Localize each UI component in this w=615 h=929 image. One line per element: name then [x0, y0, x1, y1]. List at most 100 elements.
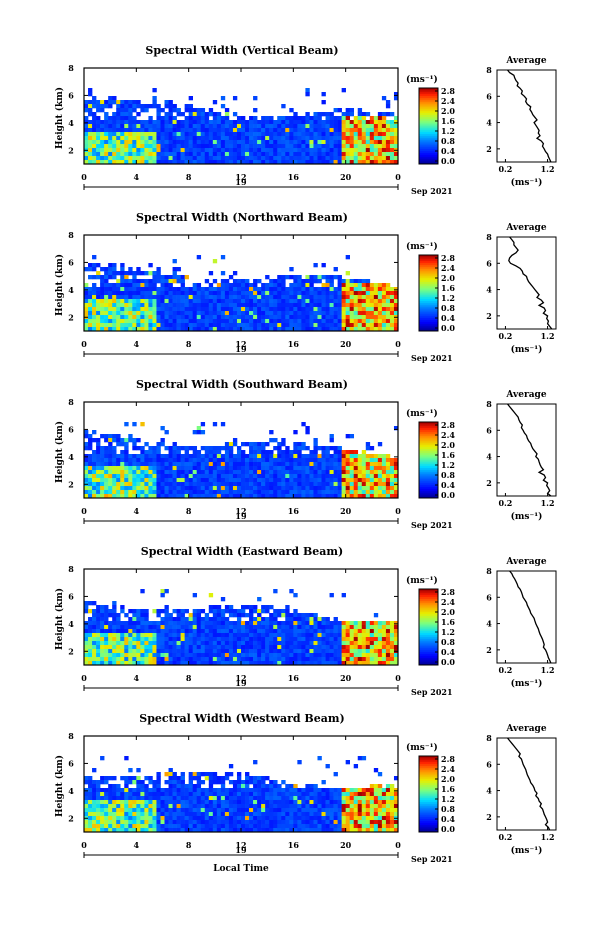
heatmap-cell — [265, 661, 270, 666]
panel-title: Spectral Width (Southward Beam) — [136, 378, 348, 391]
heatmap-cell — [208, 470, 214, 475]
heatmap-cell — [172, 315, 177, 320]
heatmap-cell — [273, 291, 278, 296]
heatmap-cell — [184, 275, 189, 280]
heatmap-cell — [88, 104, 93, 109]
heatmap-cell — [393, 140, 399, 145]
heatmap-cell — [365, 482, 371, 487]
heatmap-cell — [277, 291, 282, 296]
heatmap-cell — [84, 653, 89, 658]
heatmap-cell — [92, 768, 97, 773]
heatmap-cell — [200, 470, 206, 475]
heatmap-cell — [188, 287, 193, 292]
heatmap-cell — [345, 661, 350, 666]
heatmap-cell — [377, 625, 383, 630]
heatmap-cell — [301, 442, 306, 447]
heatmap-cell — [112, 136, 117, 141]
heatmap-cell — [333, 128, 338, 133]
heatmap-cell — [204, 613, 210, 618]
colorbar-segment — [419, 116, 438, 119]
heatmap-cell — [273, 470, 278, 475]
heatmap-cell — [104, 824, 109, 829]
heatmap-cell — [120, 291, 125, 296]
heatmap-cell — [124, 653, 129, 658]
heatmap-cell — [321, 490, 326, 495]
heatmap-cell — [132, 816, 137, 821]
heatmap-cell — [200, 645, 206, 650]
heatmap-cell — [373, 649, 379, 654]
heatmap-cell — [325, 490, 330, 495]
heatmap-cell — [96, 315, 101, 320]
heatmap-cell — [341, 649, 346, 654]
heatmap-cell — [128, 323, 133, 328]
heatmap-cell — [156, 657, 161, 662]
heatmap-cell — [196, 426, 202, 431]
colorbar-segment — [419, 139, 438, 142]
heatmap-cell — [164, 474, 169, 479]
heatmap-cell — [377, 486, 383, 491]
heatmap-cell — [96, 299, 101, 304]
heatmap-cell — [132, 148, 137, 153]
heatmap-cell — [160, 788, 165, 793]
heatmap-cell — [128, 156, 133, 161]
heatmap-cell — [249, 315, 254, 320]
heatmap-cell — [297, 323, 302, 328]
heatmap-cell — [381, 621, 387, 626]
heatmap-cell — [148, 494, 153, 499]
heatmap-cell — [88, 144, 93, 149]
heatmap-cell — [136, 100, 141, 105]
heatmap-cell — [136, 323, 141, 328]
heatmap-cell — [176, 120, 181, 125]
heatmap-cell — [321, 311, 326, 316]
heatmap-cell — [192, 470, 198, 475]
heatmap-cell — [208, 490, 214, 495]
heatmap-cell — [152, 303, 157, 308]
heatmap-cell — [96, 271, 101, 276]
heatmap-cell — [333, 617, 338, 622]
heatmap-cell — [156, 128, 161, 133]
heatmap-cell — [192, 454, 198, 459]
heatmap-cell — [273, 454, 278, 459]
heatmap-cell — [200, 641, 206, 646]
heatmap-cell — [253, 621, 258, 626]
heatmap-cell — [261, 462, 266, 467]
heatmap-cell — [253, 160, 258, 165]
average-x-tick-label: 1.2 — [541, 331, 555, 341]
heatmap-cell — [277, 279, 282, 284]
colorbar-segment — [419, 141, 438, 144]
heatmap-cell — [349, 454, 355, 459]
heatmap-cell — [120, 649, 125, 654]
heatmap-cell — [88, 486, 93, 491]
heatmap-cell — [176, 454, 181, 459]
heatmap-cell — [245, 490, 250, 495]
heatmap-cell — [228, 490, 234, 495]
heatmap-cell — [249, 641, 254, 646]
heatmap-cell — [208, 319, 214, 324]
heatmap-cell — [116, 271, 121, 276]
heatmap-cell — [220, 283, 226, 288]
average-y-tick-label: 4 — [486, 285, 492, 295]
average-title: Average — [505, 557, 546, 567]
heatmap-cell — [116, 482, 121, 487]
heatmap-cell — [293, 641, 298, 646]
heatmap-cell — [140, 645, 145, 650]
heatmap-cell — [381, 291, 387, 296]
heatmap-cell — [180, 661, 185, 666]
heatmap-cell — [116, 434, 121, 439]
heatmap-cell — [168, 653, 173, 658]
heatmap-cell — [277, 454, 282, 459]
heatmap-cell — [132, 136, 137, 141]
heatmap-cell — [269, 327, 274, 332]
heatmap-cell — [96, 442, 101, 447]
heatmap-cell — [253, 629, 258, 634]
heatmap-cell — [317, 641, 322, 646]
heatmap-cell — [353, 160, 359, 165]
heatmap-cell — [245, 442, 250, 447]
heatmap-cell — [128, 315, 133, 320]
heatmap-cell — [132, 780, 137, 785]
heatmap-cell — [108, 613, 113, 618]
heatmap-cell — [196, 140, 202, 145]
heatmap-cell — [208, 474, 214, 479]
heatmap-cell — [373, 629, 379, 634]
heatmap-cell — [160, 132, 165, 137]
